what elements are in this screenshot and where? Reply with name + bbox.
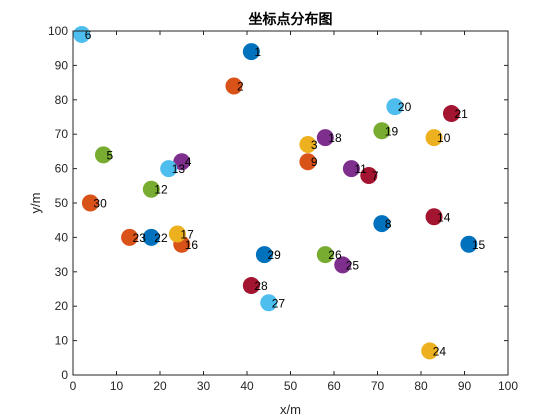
point-label: 7 [372,169,379,183]
data-point [442,105,460,123]
data-point [425,208,443,226]
data-point [160,160,178,178]
point-label: 29 [267,248,281,262]
data-point [299,153,317,171]
y-tick-label: 100 [48,24,68,38]
point-label: 12 [154,183,168,197]
y-tick-label: 90 [55,58,69,72]
point-label: 14 [437,210,451,224]
tick-group: 0 10 20 30 40 50 60 70 80 90 100 0 10 20 30 40 50 60 70 80 9… [48,24,518,393]
point-label: 9 [311,155,318,169]
data-point [316,129,334,147]
x-tick-label: 50 [284,379,298,393]
data-point [373,215,391,233]
point-label: 23 [133,231,147,245]
data-point [421,342,439,360]
point-label: 17 [180,227,194,241]
data-point [316,246,334,264]
point-label: 18 [328,131,342,145]
data-point [255,246,273,264]
y-tick-label: 40 [55,230,69,244]
y-tick-label: 0 [61,368,68,382]
point-label: 3 [311,138,318,152]
data-point [225,77,243,95]
data-point [168,225,186,243]
point-label: 24 [433,344,447,358]
point-label: 25 [346,258,360,272]
x-tick-label: 90 [458,379,472,393]
data-point [425,129,443,147]
point-label: 28 [254,279,268,293]
data-point [142,228,160,246]
y-tick-label: 20 [55,299,69,313]
data-point [94,146,112,164]
point-label: 26 [328,248,342,262]
point-label: 15 [472,238,486,252]
point-label: 30 [93,197,107,211]
data-point [299,136,317,154]
x-tick-label: 20 [153,379,167,393]
data-point [386,98,404,116]
x-tick-label: 10 [110,379,124,393]
point-label: 6 [85,28,92,42]
point-label: 10 [437,131,451,145]
x-tick-label: 60 [327,379,341,393]
x-tick-label: 80 [414,379,428,393]
point-label: 2 [237,80,244,94]
data-point [360,166,378,184]
point-label: 13 [172,162,186,176]
point-label: 5 [106,148,113,162]
data-point [260,294,278,312]
data-point [373,122,391,140]
x-tick-label: 0 [70,379,77,393]
data-point [334,256,352,274]
x-tick-label: 70 [371,379,385,393]
data-point [73,25,91,43]
data-point [242,43,260,61]
point-label: 27 [272,296,286,310]
y-axis-label: y/m [28,193,43,214]
x-tick-label: 40 [240,379,254,393]
x-tick-label: 30 [197,379,211,393]
x-tick-label: 100 [498,379,518,393]
data-point [173,153,191,171]
point-label: 20 [398,100,412,114]
point-label: 11 [354,162,367,176]
data-point [81,194,99,212]
data-point [142,180,160,198]
point-label: 22 [154,231,168,245]
point-label: 1 [254,45,261,59]
data-point [121,228,139,246]
data-point [242,277,260,295]
plot-area [73,31,508,375]
point-label: 4 [185,155,192,169]
point-label: 21 [454,107,468,121]
data-point [342,160,360,178]
x-axis-label: x/m [280,402,301,417]
y-tick-label: 50 [55,196,69,210]
point-label: 19 [385,124,399,138]
chart-title: 坐标点分布图 [249,11,333,28]
y-tick-label: 70 [55,127,69,141]
data-point [460,235,478,253]
point-label: 16 [185,238,199,252]
y-tick-label: 10 [55,334,69,348]
point-label: 8 [385,217,392,231]
y-tick-label: 30 [55,265,69,279]
plot-frame [72,30,509,376]
y-tick-label: 60 [55,162,69,176]
y-tick-label: 80 [55,93,69,107]
